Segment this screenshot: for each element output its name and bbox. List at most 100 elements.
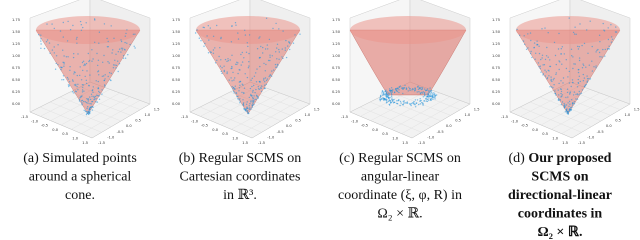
scatter-point [79,74,81,77]
z-tick-label: 0.75 [332,66,340,70]
scatter-point [98,95,100,97]
x-tick-label: -1.5 [341,115,348,119]
scatter-point [59,30,62,32]
scatter-point [53,46,55,48]
scatter-point [578,46,580,48]
y-tick-label: 1.5 [314,107,320,111]
scatter-point [557,89,559,91]
scatter-point [124,41,126,44]
scatter-point [223,70,225,73]
scatter-point [381,92,383,94]
scatter-point [228,79,230,81]
scatter-point [78,100,81,102]
scatter-point [248,61,250,63]
scatter-point [560,53,562,55]
scatter-point [246,76,249,79]
scatter-point [111,52,113,54]
scatter-point [57,44,59,46]
scatter-point [575,93,577,96]
scatter-point [610,41,613,43]
scatter-point [75,38,78,40]
scatter-point [91,49,93,51]
scatter-point [385,97,388,99]
scatter-point [406,101,409,103]
scatter-point [268,75,270,78]
scatter-point [607,38,610,41]
scatter-point [414,89,416,91]
scatter-point [282,57,284,60]
scatter-point [388,93,390,95]
scatter-point [241,83,243,85]
scatter-point [85,62,88,65]
x-tick-label: -0.5 [521,124,528,128]
scatter-point [276,43,279,45]
scatter-point [542,73,544,75]
scatter-point [553,84,555,86]
scatter-point [560,92,562,95]
y-tick-label: 0.0 [126,124,132,128]
scatter-point [568,17,570,19]
caption-line: (a) Simulated points [23,151,137,166]
scatter-point [426,93,428,95]
scatter-point [519,34,521,36]
scatter-point [558,98,560,100]
scatter-point [251,94,253,97]
scatter-point [221,67,223,69]
scatter-point [414,104,416,106]
scatter-point [543,63,546,66]
scatter-point [568,82,571,84]
scatter-point [250,101,252,103]
scatter-point [57,63,59,66]
scatter-point [534,58,536,60]
scatter-point [418,91,420,93]
scatter-point [554,54,557,57]
scatter-point [429,98,432,101]
scatter-point [200,40,202,42]
scatter-point [390,91,392,94]
scatter-point [251,77,253,80]
caption-label: (b) [179,151,196,166]
scatter-point [93,99,95,101]
scatter-point [233,92,235,94]
scatter-point [62,61,64,63]
scatter-point [563,103,565,105]
scatter-point [254,98,256,101]
scatter-point [231,65,233,68]
y-tick-label: 0.0 [286,124,292,128]
scatter-point [87,100,90,102]
scatter-point [231,67,233,69]
scatter-point [83,64,85,67]
scatter-point [97,71,99,73]
scatter-point [224,58,227,61]
scatter-point [80,24,83,26]
scatter-point [91,89,94,92]
scatter-point [101,89,103,91]
scatter-point [403,102,405,104]
scatter-point [576,93,579,95]
x-tick-label: -0.5 [41,124,48,128]
scatter-point [272,27,274,30]
scatter-point [94,95,97,98]
scatter-point [601,56,603,58]
scatter-point [278,51,280,53]
scatter-point [427,95,429,98]
scatter-point [380,98,382,100]
scatter-point [125,32,127,35]
scatter-point [549,59,551,61]
scatter-point [573,103,576,105]
scatter-point [417,88,420,91]
scatter-point [571,79,574,81]
scatter-point [73,84,76,86]
scatter-point [134,47,136,49]
scatter-point [72,24,74,27]
scatter-point [567,102,569,104]
scatter-point [76,86,78,88]
scatter-point [214,62,217,64]
scatter-point [568,105,570,108]
scatter-point [428,97,430,99]
scatter-point [76,42,78,44]
scatter-point [86,107,88,110]
scatter-point [51,23,53,25]
scatter-point [239,84,241,87]
scatter-point [212,35,215,37]
